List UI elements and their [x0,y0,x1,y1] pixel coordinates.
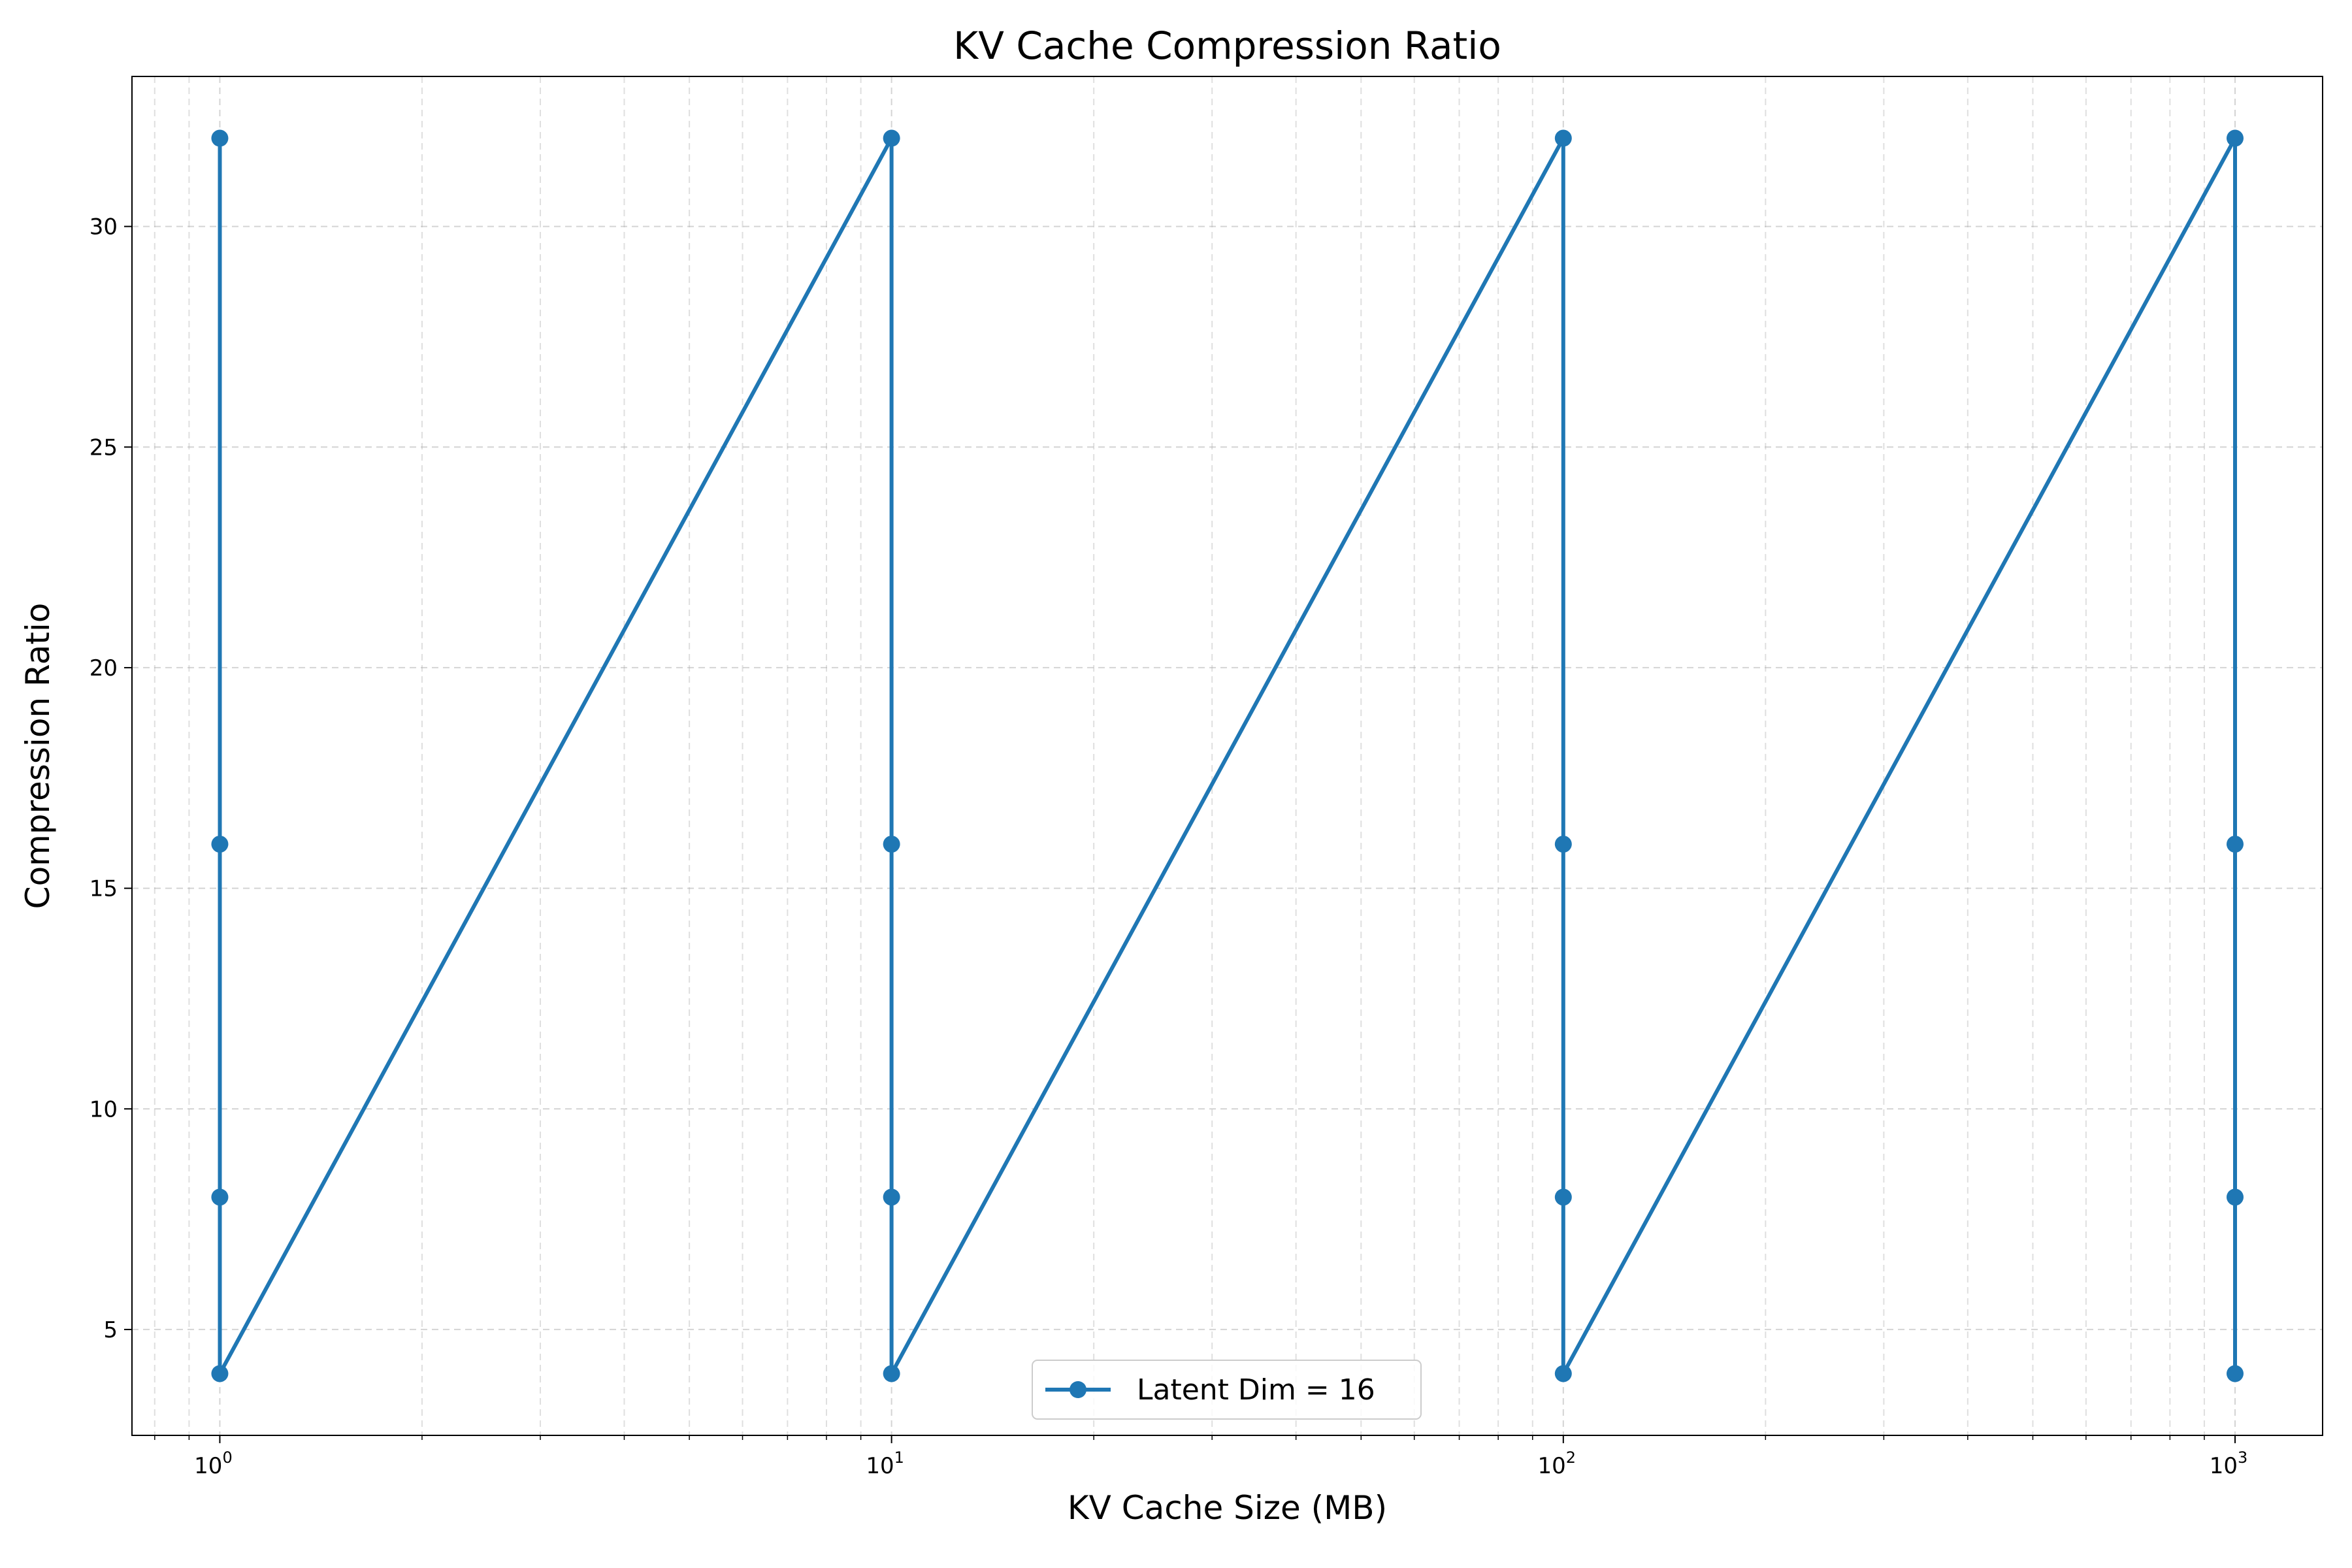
y-tick-label: 5 [103,1317,118,1343]
data-point [211,836,229,853]
data-point [1554,1188,1572,1206]
series-line [218,136,2237,1376]
x-axis-label: KV Cache Size (MB) [1068,1489,1387,1527]
data-point [1554,1365,1572,1382]
y-axis-label: Compression Ratio [19,603,57,909]
data-point [211,129,229,147]
y-tick-label: 15 [90,876,118,902]
legend: Latent Dim = 16 [1032,1360,1422,1420]
plot-frame [131,76,2323,1436]
data-point [883,836,900,853]
y-tick-label: 20 [90,655,118,681]
legend-box [1032,1360,1422,1420]
legend-label: Latent Dim = 16 [1137,1373,1375,1407]
y-tick-label: 25 [90,434,118,461]
data-point [883,1188,900,1206]
grid [132,76,2323,1435]
series-layer [211,129,2244,1382]
data-point [2226,129,2244,147]
data-point [883,129,900,147]
data-point [1554,836,1572,853]
data-point [2226,1188,2244,1206]
legend-point-marker [1070,1381,1086,1398]
data-point [883,1365,900,1382]
y-tick-label: 10 [90,1096,118,1122]
data-point [2226,836,2244,853]
data-point [1554,129,1572,147]
y-tick-label: 30 [90,214,118,240]
x-tick-label: 100 [194,1448,233,1479]
data-point [2226,1365,2244,1382]
chart-title: KV Cache Compression Ratio [953,24,1501,68]
data-point [211,1365,229,1382]
data-point [211,1188,229,1206]
